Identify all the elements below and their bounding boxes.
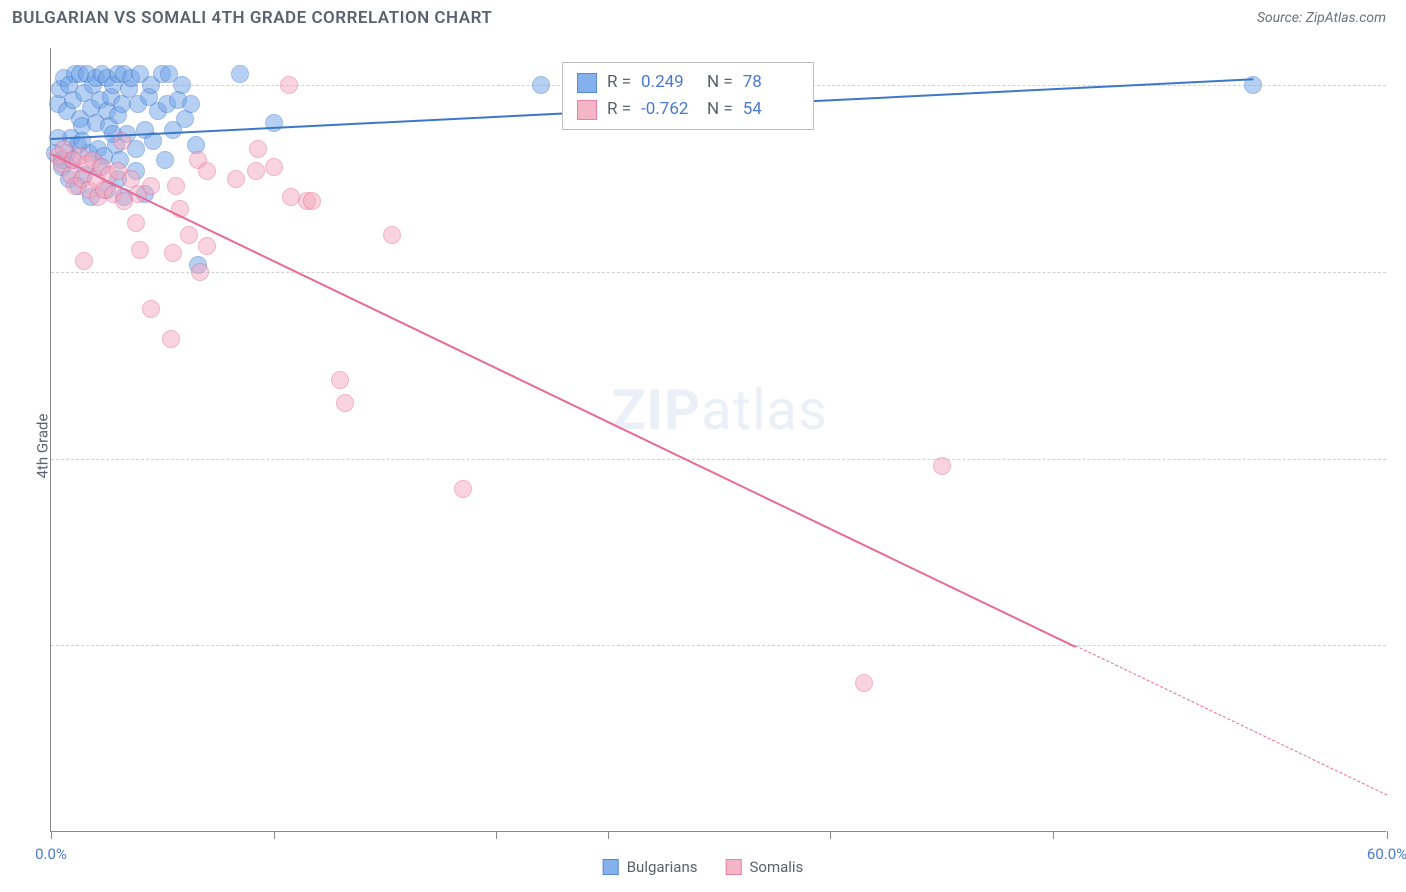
watermark: ZIPatlas	[612, 377, 828, 443]
gridline	[51, 459, 1386, 460]
stats-row: R = 0.249 N = 78	[577, 69, 799, 96]
legend-label: Bulgarians	[627, 858, 698, 876]
r-label: R =	[607, 69, 631, 96]
y-tick-label: 90.0%	[1396, 450, 1406, 468]
scatter-point	[454, 480, 472, 498]
scatter-point	[127, 214, 145, 232]
scatter-point	[198, 237, 216, 255]
scatter-point	[933, 457, 951, 475]
scatter-point	[855, 674, 873, 692]
scatter-point	[156, 151, 174, 169]
n-value: 78	[743, 69, 799, 96]
legend-item: Bulgarians	[603, 858, 698, 876]
r-value: 0.249	[641, 69, 697, 96]
gridline	[51, 645, 1386, 646]
source-label: Source: ZipAtlas.com	[1257, 10, 1386, 26]
x-tick	[608, 831, 609, 839]
series-swatch	[577, 100, 597, 120]
n-label: N =	[707, 96, 733, 123]
scatter-point	[227, 170, 245, 188]
scatter-point	[247, 162, 265, 180]
correlation-stats-box: R = 0.249 N = 78 R = -0.762 N = 54	[562, 62, 814, 130]
scatter-point	[265, 158, 283, 176]
scatter-point	[191, 263, 209, 281]
x-tick	[51, 831, 52, 839]
scatter-point	[167, 177, 185, 195]
legend-swatch	[603, 859, 619, 875]
x-tick	[830, 831, 831, 839]
legend-item: Somalis	[725, 858, 803, 876]
scatter-point	[173, 76, 191, 94]
scatter-point	[198, 162, 216, 180]
stats-row: R = -0.762 N = 54	[577, 96, 799, 123]
scatter-point	[164, 244, 182, 262]
y-tick-label: 85.0%	[1396, 636, 1406, 654]
x-tick	[1053, 831, 1054, 839]
scatter-point	[336, 394, 354, 412]
watermark-zip: ZIP	[612, 377, 701, 443]
scatter-point	[142, 300, 160, 318]
legend-swatch	[725, 859, 741, 875]
y-axis-label: 4th Grade	[33, 414, 51, 479]
trend-line	[1075, 645, 1387, 795]
x-tick	[1387, 831, 1388, 839]
chart-plot-area: ZIPatlas 85.0%90.0%95.0%100.0%0.0%60.0%	[50, 48, 1386, 832]
x-tick-label: 60.0%	[1367, 845, 1406, 863]
scatter-point	[280, 76, 298, 94]
gridline	[51, 272, 1386, 273]
scatter-point	[383, 226, 401, 244]
x-tick	[274, 831, 275, 839]
n-label: N =	[707, 69, 733, 96]
x-tick-label: 0.0%	[35, 845, 67, 863]
scatter-point	[182, 95, 200, 113]
scatter-point	[532, 76, 550, 94]
scatter-point	[131, 241, 149, 259]
scatter-point	[75, 252, 93, 270]
scatter-point	[142, 177, 160, 195]
watermark-atlas: atlas	[701, 377, 828, 443]
scatter-point	[162, 330, 180, 348]
scatter-point	[331, 371, 349, 389]
chart-title: BULGARIAN VS SOMALI 4TH GRADE CORRELATIO…	[12, 8, 492, 28]
y-tick-label: 100.0%	[1396, 76, 1406, 94]
r-label: R =	[607, 96, 631, 123]
x-tick	[496, 831, 497, 839]
series-swatch	[577, 73, 597, 93]
legend-label: Somalis	[749, 858, 803, 876]
r-value: -0.762	[641, 96, 697, 123]
scatter-point	[231, 65, 249, 83]
scatter-point	[303, 192, 321, 210]
scatter-point	[180, 226, 198, 244]
trend-line	[51, 153, 1076, 648]
legend: Bulgarians Somalis	[603, 858, 804, 876]
y-tick-label: 95.0%	[1396, 263, 1406, 281]
n-value: 54	[743, 96, 799, 123]
scatter-point	[249, 140, 267, 158]
